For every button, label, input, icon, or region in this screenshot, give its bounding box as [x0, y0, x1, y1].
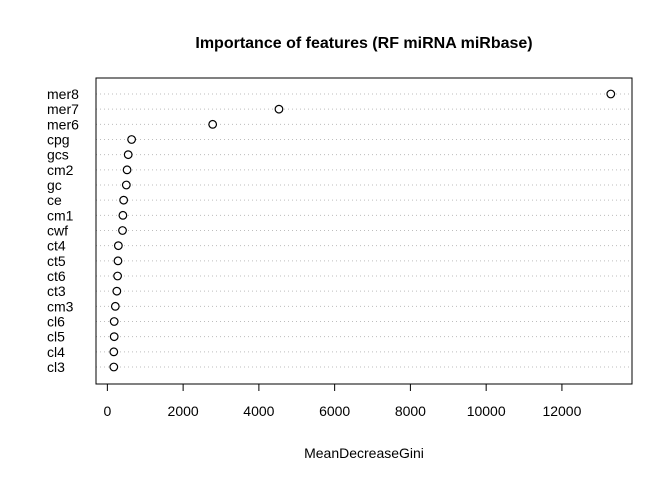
category-label-mer7: mer7 — [47, 101, 79, 117]
x-axis: 0 2000 4000 6000 8000 10000 12000 — [103, 383, 582, 419]
point-ct5 — [113, 256, 123, 266]
category-label-cwf: cwf — [47, 223, 68, 239]
point-ct4 — [113, 241, 123, 251]
point-mer8 — [606, 89, 616, 99]
point-gcs — [123, 150, 133, 160]
category-label-gc: gc — [47, 177, 62, 193]
category-label-ct4: ct4 — [47, 238, 66, 254]
category-label-cl6: cl6 — [47, 314, 65, 330]
x-tick-label: 8000 — [395, 403, 426, 419]
point-ct3 — [112, 286, 122, 296]
point-cl3 — [109, 362, 119, 372]
category-labels: mer8mer7mer6cpggcscm2gccecm1cwfct4ct5ct6… — [47, 86, 79, 375]
category-label-cl3: cl3 — [47, 359, 65, 375]
category-label-ce: ce — [47, 192, 62, 208]
point-cl5 — [109, 332, 119, 342]
category-label-mer6: mer6 — [47, 116, 79, 132]
category-label-cm2: cm2 — [47, 162, 74, 178]
category-label-cl4: cl4 — [47, 344, 65, 360]
category-label-ct5: ct5 — [47, 253, 66, 269]
chart-title: Importance of features (RF miRNA miRbase… — [195, 35, 532, 52]
point-cm2 — [122, 165, 132, 175]
point-mer6 — [208, 119, 218, 129]
category-label-cm3: cm3 — [47, 298, 74, 314]
point-cwf — [118, 226, 127, 235]
x-tick-label: 2000 — [168, 403, 199, 419]
point-cm1 — [118, 210, 128, 220]
point-cpg — [127, 135, 137, 144]
point-cl4 — [109, 347, 119, 357]
point-gc — [121, 180, 131, 190]
x-tick-label: 6000 — [319, 403, 350, 419]
category-label-cm1: cm1 — [47, 207, 74, 223]
point-ct6 — [113, 271, 122, 281]
category-label-mer8: mer8 — [47, 86, 79, 102]
point-ce — [119, 195, 129, 205]
grid-lines — [96, 93, 632, 368]
x-tick-label: 12000 — [542, 403, 581, 419]
category-label-ct6: ct6 — [47, 268, 66, 284]
point-cl6 — [109, 317, 119, 326]
category-label-ct3: ct3 — [47, 283, 66, 299]
point-mer7 — [274, 104, 284, 114]
x-tick-label: 4000 — [243, 403, 274, 419]
category-label-gcs: gcs — [47, 147, 69, 163]
category-label-cpg: cpg — [47, 132, 70, 148]
x-tick-label: 0 — [103, 403, 111, 419]
x-axis-label: MeanDecreaseGini — [304, 445, 424, 461]
data-points — [109, 89, 616, 372]
x-tick-label: 10000 — [467, 403, 506, 419]
category-label-cl5: cl5 — [47, 329, 65, 345]
point-cm3 — [110, 301, 120, 311]
